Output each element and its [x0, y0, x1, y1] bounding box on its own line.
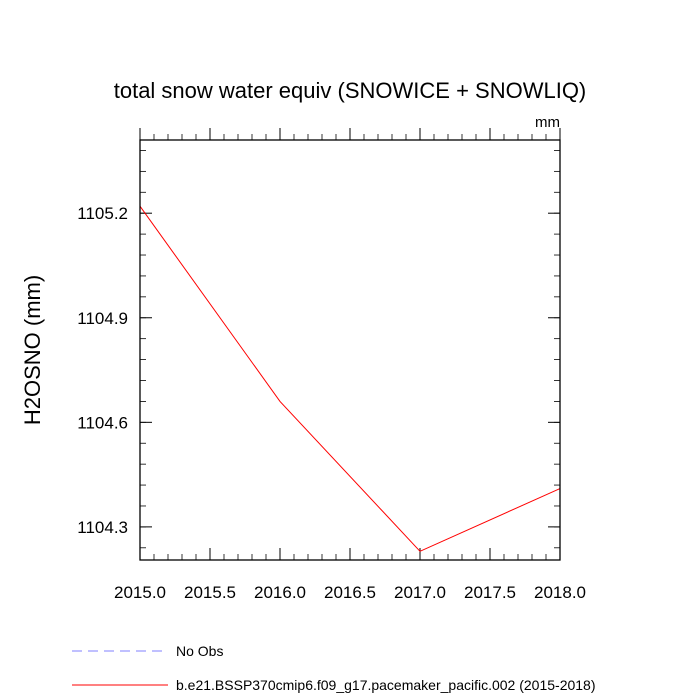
legend-label-model: b.e21.BSSP370cmip6.f09_g17.pacemaker_pac…: [176, 677, 596, 693]
x-tick-label: 2017.5: [464, 583, 516, 602]
y-tick-label: 1105.2: [77, 204, 128, 223]
y-tick-label: 1104.9: [77, 309, 128, 328]
legend-label-no-obs: No Obs: [176, 643, 223, 659]
y-axis-label: H2OSNO (mm): [20, 275, 45, 425]
chart-title: total snow water equiv (SNOWICE + SNOWLI…: [114, 78, 587, 103]
plot-frame: [139, 139, 561, 561]
x-tick-label: 2017.0: [394, 583, 446, 602]
y-tick-label: 1104.3: [77, 518, 128, 537]
series-line-0: [139, 205, 561, 552]
x-tick-label: 2015.0: [114, 583, 166, 602]
y-tick-label: 1104.6: [77, 413, 128, 432]
x-tick-label: 2016.0: [254, 583, 306, 602]
legend: No Obs b.e21.BSSP370cmip6.f09_g17.pacema…: [72, 643, 596, 693]
tick-labels: 2015.0 2015.5 2016.0 2016.5 2017.0 2017.5 2018…: [77, 204, 586, 602]
units-label: mm: [535, 114, 560, 131]
series-lines: [139, 205, 561, 552]
x-tick-label: 2015.5: [184, 583, 236, 602]
axis-ticks: [139, 128, 561, 560]
x-tick-label: 2018.0: [534, 583, 586, 602]
x-tick-label: 2016.5: [324, 583, 376, 602]
